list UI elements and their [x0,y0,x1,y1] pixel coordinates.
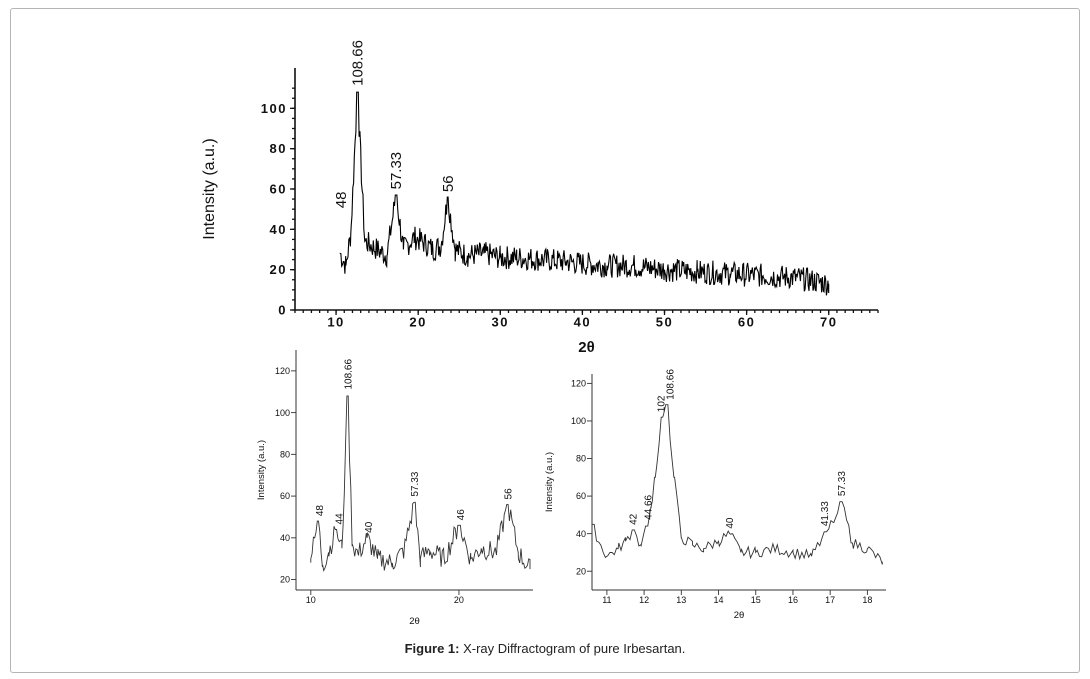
peak-label: 48 [333,192,350,209]
y-axis-label: Intensity (a.u.) [256,440,267,500]
y-axis-label: Intensity (a.u.) [201,138,218,239]
figure-frame [10,8,1080,673]
y-tick-label: 20 [576,566,586,576]
peak-label: 108.66 [666,369,677,400]
main-diffractogram: 0 20 40 60 80 100 10 20 30 40 50 60 70 2θ Intensity (a… [201,40,879,356]
diffraction-trace [339,91,830,296]
x-axis-label: 2θ [734,610,745,621]
diffraction-trace [592,404,883,565]
peak-label: 108.66 [343,359,354,390]
y-tick-label: 120 [571,379,586,389]
y-tick-label: 20 [270,262,287,277]
caption-text: X-ray Diffractogram of pure Irbesartan. [459,641,686,656]
peak-label: 40 [364,521,375,533]
x-axis-label: 2θ [409,616,420,627]
y-tick-label: 40 [576,529,586,539]
peak-label: 40 [725,517,736,529]
diffraction-trace [310,395,531,573]
figure-caption: Figure 1: X-ray Diffractogram of pure Ir… [0,641,1090,656]
y-tick-label: 100 [571,416,586,426]
y-tick-label: 80 [270,141,287,156]
x-tick-label: 18 [862,595,872,605]
zoom-diffractogram-left: 20 40 60 80 100 120 10 20 2θ Intensity (a.u.) 48 44… [256,350,533,627]
peak-label: 57.33 [410,471,421,496]
peak-label: 42 [628,513,639,525]
x-tick-label: 10 [327,315,344,330]
y-axis-label: Intensity (a.u.) [544,452,555,512]
peak-label: 57.33 [388,152,405,190]
y-tick-label: 40 [270,222,287,237]
x-tick-label: 40 [574,315,591,330]
x-tick-label: 30 [492,315,509,330]
caption-label: Figure 1: [404,641,460,656]
y-tick-label: 20 [280,575,290,585]
peak-label: 46 [456,509,467,521]
y-tick-label: 100 [261,101,287,116]
peak-label: 56 [503,488,514,500]
x-tick-label: 60 [738,315,755,330]
peak-label: 108.66 [350,40,367,86]
peak-label: 48 [315,505,326,517]
x-tick-label: 70 [820,315,837,330]
y-tick-label: 120 [275,366,290,376]
x-tick-label: 16 [788,595,798,605]
x-tick-label: 17 [825,595,835,605]
peak-label: 57.33 [837,471,848,496]
x-tick-label: 13 [676,595,686,605]
peak-label: 44 [334,513,345,525]
y-tick-label: 60 [270,182,287,197]
y-tick-label: 60 [280,491,290,501]
y-tick-label: 40 [280,533,290,543]
y-tick-label: 80 [576,454,586,464]
y-tick-label: 60 [576,491,586,501]
x-tick-label: 14 [714,595,724,605]
x-axis-label: 2θ [578,339,594,356]
peak-label: 102 [656,395,667,412]
x-tick-label: 12 [639,595,649,605]
x-tick-label: 50 [656,315,673,330]
peak-label: 44.66 [643,494,654,519]
x-tick-label: 15 [751,595,761,605]
peak-label: 41.33 [820,501,831,526]
y-tick-label: 100 [275,408,290,418]
x-tick-label: 10 [306,595,316,605]
y-tick-label: 0 [278,303,287,318]
x-tick-label: 20 [454,595,464,605]
zoom-diffractogram-right: 20 40 60 80 100 120 11 12 13 14 15 16 17 18 2θ Intensit… [544,369,886,621]
y-tick-label: 80 [280,449,290,459]
x-tick-label: 11 [602,595,611,605]
x-tick-label: 20 [409,315,426,330]
peak-label: 56 [440,175,457,192]
